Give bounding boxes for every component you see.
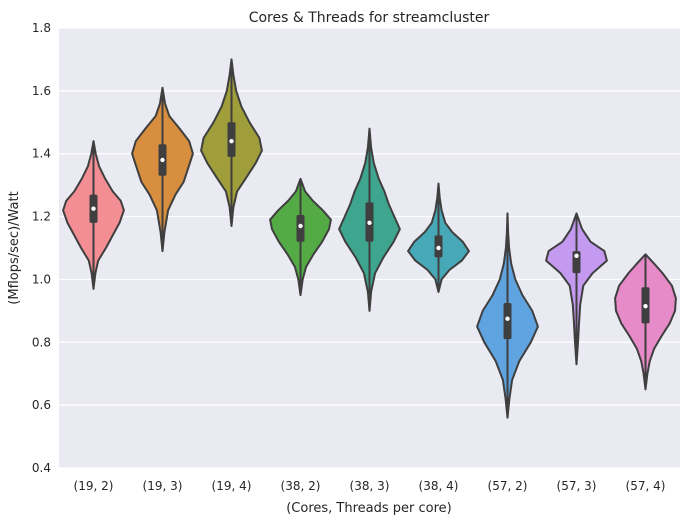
x-tick-labels: (19, 2) (19, 3) (19, 4) (38, 2) (38, 3) (38, … bbox=[74, 479, 666, 493]
violin-(38, 2) bbox=[269, 177, 332, 297]
violin-median bbox=[367, 220, 372, 226]
violin-median bbox=[160, 157, 165, 163]
violin-median bbox=[505, 316, 510, 321]
x-tick-label: (19, 3) bbox=[143, 479, 183, 493]
violin-(38, 4) bbox=[407, 182, 470, 293]
y-tick-label: 1.0 bbox=[32, 272, 51, 286]
x-tick-label: (19, 2) bbox=[74, 479, 114, 493]
violin-median bbox=[436, 245, 441, 251]
violin-(38, 3) bbox=[338, 127, 401, 312]
x-tick-label: (38, 4) bbox=[419, 479, 459, 493]
x-tick-label: (57, 3) bbox=[557, 479, 597, 493]
x-tick-label: (19, 4) bbox=[212, 479, 252, 493]
violin-iqr-box bbox=[296, 215, 305, 242]
violin-median bbox=[298, 223, 303, 229]
violin-iqr-box bbox=[503, 303, 512, 340]
violin-(57, 3) bbox=[545, 212, 608, 366]
violin-(57, 4) bbox=[614, 253, 677, 391]
chart-title: Cores & Threads for streamcluster bbox=[249, 10, 490, 26]
x-axis-label: (Cores, Threads per core) bbox=[286, 501, 452, 516]
violin-(19, 4) bbox=[200, 58, 263, 227]
x-tick-label: (38, 3) bbox=[350, 479, 390, 493]
violin-median bbox=[643, 303, 648, 309]
violin-(19, 3) bbox=[131, 86, 194, 253]
violin-median bbox=[91, 206, 96, 211]
y-tick-label: 1.8 bbox=[32, 21, 51, 35]
y-tick-label: 0.6 bbox=[32, 398, 51, 412]
y-tick-labels: 0.4 0.6 0.8 1.0 1.2 1.4 1.6 1.8 bbox=[32, 21, 51, 475]
violin-median bbox=[574, 253, 579, 259]
x-tick-label: (57, 4) bbox=[626, 479, 666, 493]
violin-(19, 2) bbox=[62, 140, 125, 290]
y-axis-label: (Mflops/sec)/Watt bbox=[7, 191, 22, 304]
violins bbox=[62, 58, 677, 419]
y-tick-label: 1.6 bbox=[32, 84, 51, 98]
y-tick-label: 1.2 bbox=[32, 210, 51, 224]
x-tick-label: (57, 2) bbox=[488, 479, 528, 493]
x-tick-label: (38, 2) bbox=[281, 479, 321, 493]
y-tick-label: 0.4 bbox=[32, 461, 51, 475]
y-tick-label: 1.4 bbox=[32, 147, 51, 161]
violin-(57, 2) bbox=[476, 212, 539, 419]
y-tick-label: 0.8 bbox=[32, 335, 51, 349]
violin-median bbox=[229, 138, 234, 144]
